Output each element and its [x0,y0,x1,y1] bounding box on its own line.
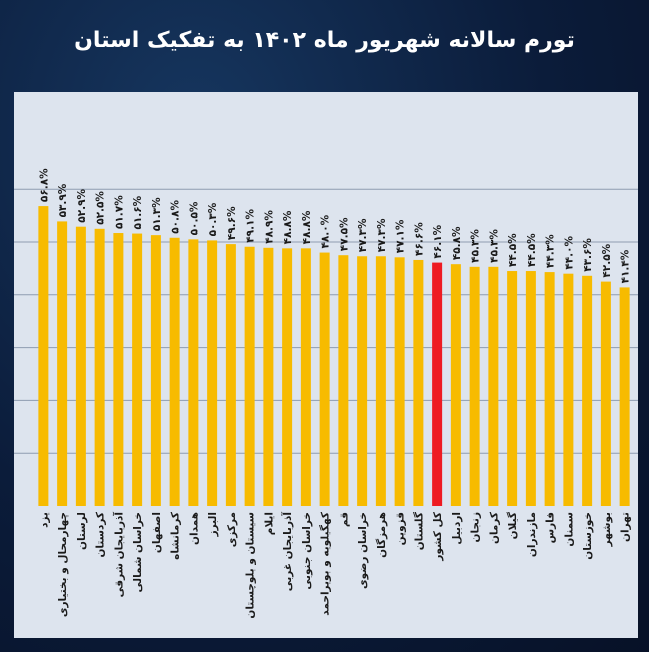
category-label: آذربایجان غربی [281,512,294,592]
category-label: گیلان [506,511,519,539]
data-label: ۴۵.۳% [488,229,500,263]
bar [113,233,124,507]
category-label: خراسان جنوبی [301,512,313,590]
bar [413,259,424,506]
bar [225,244,236,506]
category-label: بوشهر [601,512,613,547]
bar [38,206,49,506]
category-label: خراسان شمالی [132,512,144,592]
data-label: ۴۵.۸% [451,226,463,260]
category-label: کردستان [95,511,107,557]
data-label: ۴۵.۳% [470,229,482,263]
data-label: ۴۶.۶% [413,222,425,256]
data-label: ۵۲.۵% [95,191,107,225]
data-label: ۴۴.۵% [526,233,538,267]
data-label: ۴۹.۱% [245,209,257,243]
bar [244,246,255,506]
bar [432,262,443,506]
data-label: ۴۴.۰% [563,235,575,269]
data-label: ۴۸.۹% [263,210,275,244]
data-label: ۴۲.۵% [601,243,613,277]
data-label: ۴۸.۸% [301,210,313,244]
category-label: خراسان رضوی [357,512,369,589]
bar [282,248,293,506]
bar [488,266,499,506]
category-label: هرمزگان [375,512,388,558]
category-label: لرستان [76,512,88,550]
bar [338,255,349,506]
category-label: زنجان [470,512,482,542]
bar [132,233,143,506]
category-label: یزد [38,512,50,528]
category-label: اصفهان [151,512,163,553]
data-label: ۴۷.۵% [338,217,350,251]
data-label: ۴۷.۱% [395,219,407,253]
data-label: ۵۱.۶% [132,195,144,229]
data-label: ۴۳.۶% [582,238,594,272]
category-label: همدان [188,512,200,545]
category-label: کهگیلویه و بویراحمد [319,511,332,616]
category-label: خوزستان [582,512,594,560]
category-label: اردبیل [451,512,463,545]
bar [188,239,199,507]
category-label: گلستان [412,511,425,550]
category-label: فارس [545,512,557,543]
category-label: کل کشور [432,511,444,561]
data-label: ۴۴.۳% [545,234,557,268]
data-label: ۵۰.۸% [170,200,182,234]
bar [582,275,593,506]
data-label: ۵۱.۷% [113,195,125,229]
bar [169,237,180,506]
category-label: کرمانشاه [170,511,182,560]
bar [150,235,161,507]
data-label: ۴۷.۳% [357,218,369,252]
data-label: ۴۴.۵% [507,233,519,267]
category-label: چهارمحال و بختیاری [57,512,69,617]
data-label: ۴۸.۸% [282,210,294,244]
data-label: ۵۲.۹% [76,188,88,222]
category-label: مازندران [526,512,538,557]
category-label: کرمان [488,511,500,544]
bar [300,248,311,506]
data-label: ۴۸.۰% [320,214,332,248]
data-label: ۵۰.۳% [207,202,219,236]
bar [57,221,68,506]
data-label: ۵۱.۳% [151,197,163,231]
data-label: ۴۱.۴% [620,249,632,283]
bar [450,264,461,506]
data-label: ۵۶.۸% [38,168,50,202]
bar [525,271,536,506]
category-label: قم [338,512,350,527]
category-label: ایلام [263,512,275,535]
bar [544,272,555,506]
bar [394,257,405,506]
category-label: تهران [620,512,632,542]
category-label: آذربایجان شرقی [112,512,125,598]
data-label: ۵۰.۵% [188,201,200,235]
bar [563,273,574,506]
bar [619,287,630,506]
category-label: سیستان و بلوچستان [245,512,257,619]
category-label: سمنان [563,512,575,547]
bar [507,271,518,506]
bar [357,256,368,506]
category-label: البرز [207,512,219,537]
bar [94,228,105,507]
bar [207,240,218,506]
chart-panel: ۵۶.۸% یزد ۵۳.۹% چهارمحال و بختیاری ۵۲.۹% لرست… [14,92,638,638]
page-title: تورم سالانه شهریور ماه ۱۴۰۲ به تفکیک است… [74,28,575,53]
data-label: ۴۶.۱% [432,224,444,258]
bar [75,226,86,507]
bar [600,281,611,506]
data-label: ۴۷.۳% [376,218,388,252]
data-label: ۴۹.۶% [226,206,238,240]
bar [263,247,274,507]
category-label: قزوین [395,512,407,545]
bar [375,256,386,506]
bar-chart: ۵۶.۸% یزد ۵۳.۹% چهارمحال و بختیاری ۵۲.۹% لرست… [14,168,638,619]
bar [469,266,480,506]
bar [319,252,330,506]
category-label: مرکزی [226,512,238,547]
data-label: ۵۳.۹% [57,183,69,217]
